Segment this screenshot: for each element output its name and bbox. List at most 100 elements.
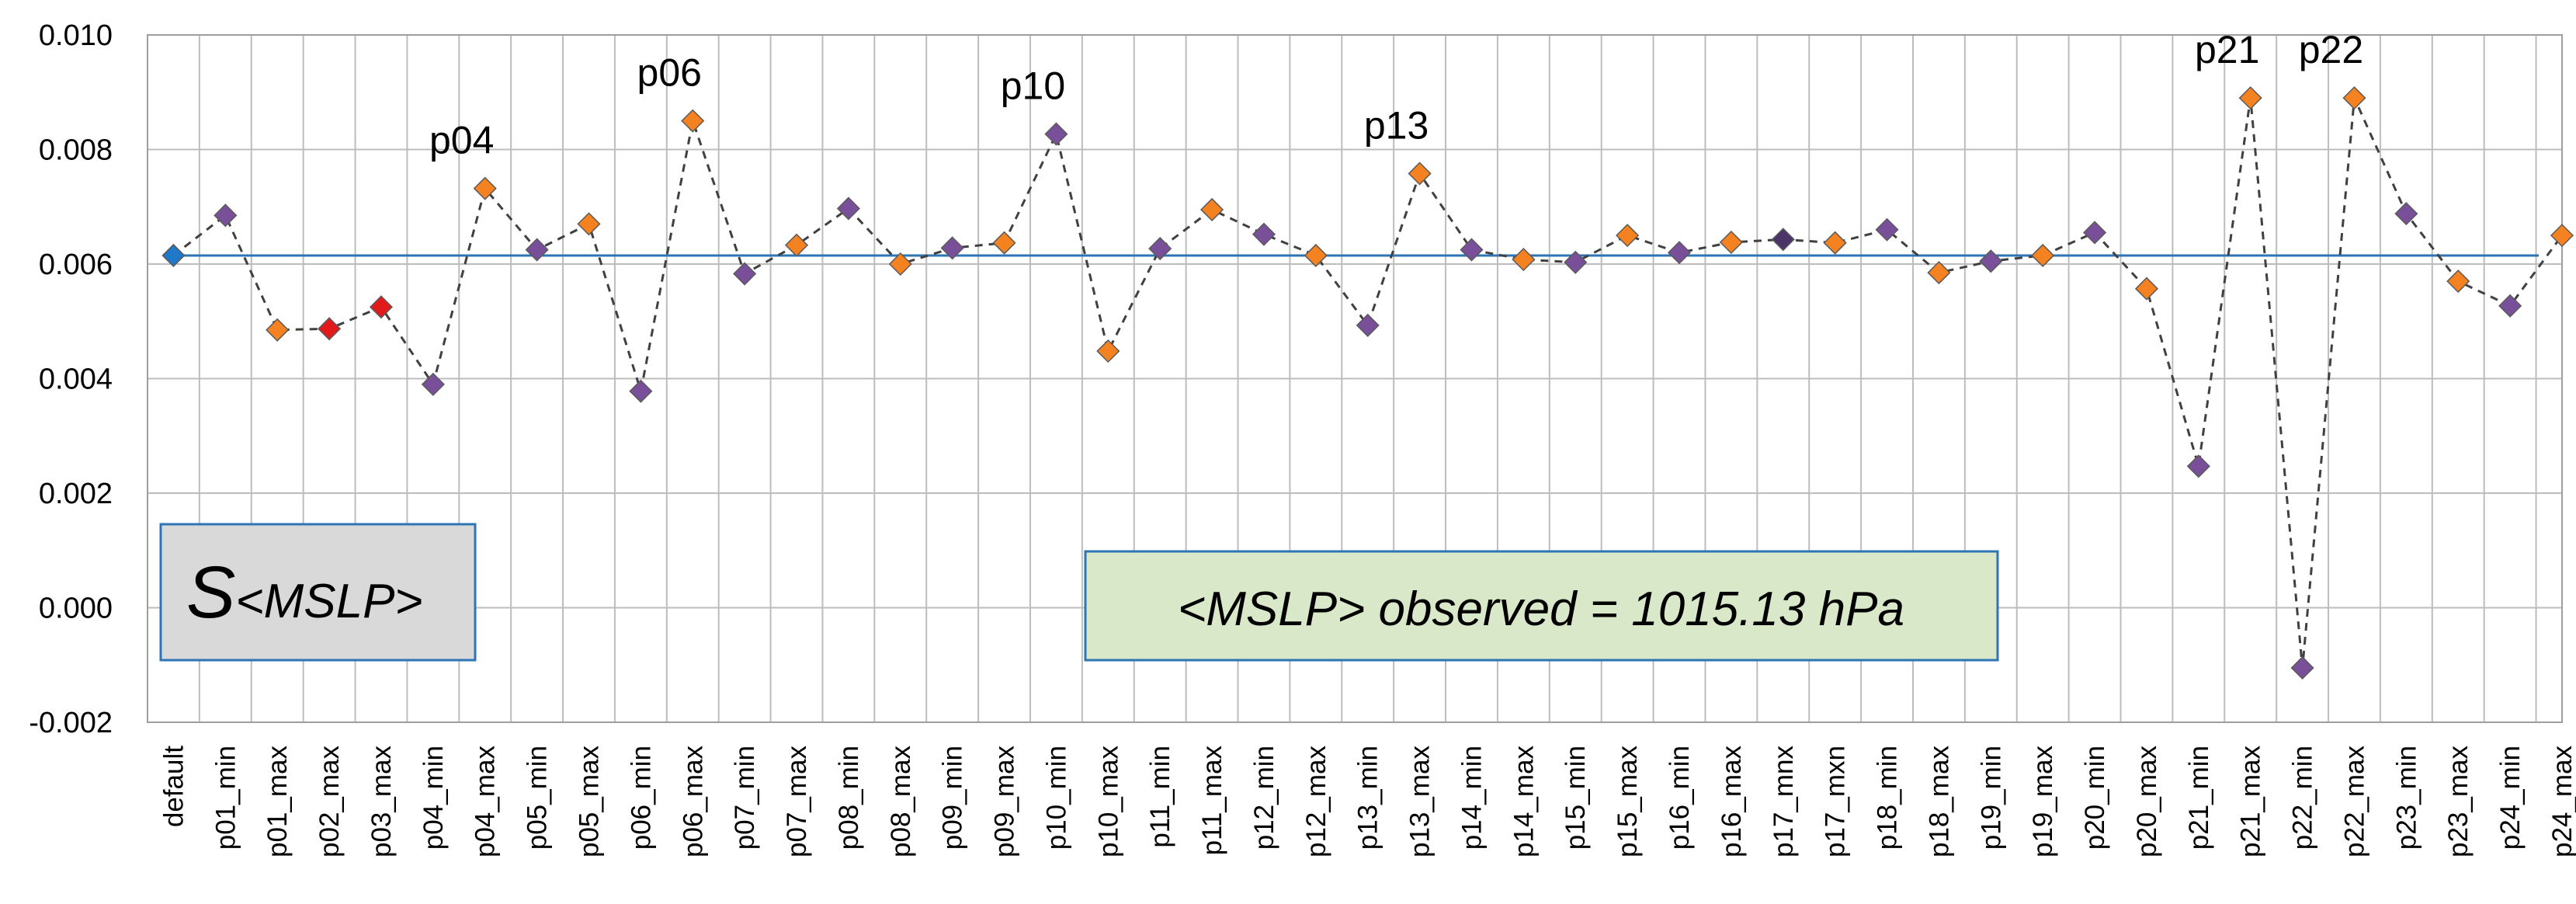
x-tick-label: p17_mnx [1769,746,1799,857]
y-tick-label: 0.004 [39,363,113,396]
x-tick-label: p04_max [470,746,501,857]
data-point-p18_max [1927,261,1951,285]
data-point-p10_min [1044,122,1068,146]
label-box-left-sub: <MSLP> [235,575,422,628]
x-tick-label: p14_max [1508,746,1539,857]
data-point-p23_min [2394,202,2418,226]
x-tick-label: p08_min [834,746,864,850]
x-tick-label: p12_max [1301,746,1331,857]
x-tick-label: p05_min [522,746,553,850]
x-tick-label: p05_max [574,746,604,857]
data-point-p11_max [1200,197,1224,221]
label-box-left-main: S [186,551,235,634]
y-tick-label: 0.000 [39,593,113,625]
data-point-p04_max [473,176,497,200]
plot-frame [147,34,2563,723]
annotation-p22: p22 [2299,28,2363,71]
data-point-p05_max [577,212,601,236]
x-tick-label: p04_min [418,746,449,850]
x-tick-label: p11_max [1197,746,1227,856]
x-tick-label: p11_min [1145,746,1175,848]
x-tick-label: p07_min [730,746,760,850]
data-point-p18_min [1875,217,1899,242]
y-tick-label: -0.002 [29,707,113,739]
x-tick-label: p18_min [1873,746,1903,850]
data-point-p05_min [525,238,549,262]
y-tick-label: 0.006 [39,249,113,281]
x-tick-label: p16_min [1665,746,1695,850]
data-point-p21_min [2186,454,2210,478]
data-point-p08_max [888,252,912,276]
data-point-p16_max [1719,230,1743,255]
series-dashed-line [172,93,2564,669]
data-point-p15_max [1616,224,1640,248]
data-point-p11_min [1148,237,1172,261]
data-point-p14_min [1460,238,1484,262]
data-point-p23_max [2446,269,2470,294]
x-tick-label: p02_max [314,746,345,857]
label-box-left: S<MSLP> [159,523,477,662]
x-tick-label: p10_max [1093,746,1123,857]
y-axis: 0.010 0.008 0.006 0.004 0.002 0.000 -0.002 [29,19,113,739]
x-tick-label: p10_min [1041,746,1071,850]
x-tick-label: p14_min [1456,746,1487,850]
data-point-p17_mxn [1823,231,1847,255]
data-point-p14_max [1512,248,1536,272]
data-point-p02_max [318,317,342,341]
x-tick-label: p07_max [782,746,812,857]
data-point-p20_min [2083,221,2107,245]
annotations: p04 p06 p10 p13 p21 p22 [429,28,2363,162]
data-point-p01_max [266,318,290,342]
data-point-p07_max [784,233,809,257]
data-point-p19_max [2031,243,2055,267]
x-tick-label: p01_min [210,746,241,850]
x-tick-label: p08_max [886,746,916,857]
data-point-p04_min [421,372,445,396]
data-point-p22_max [2342,86,2366,110]
annotation-p10: p10 [1001,64,1065,108]
x-tick-label: p09_max [990,746,1020,857]
data-point-default [161,243,186,267]
x-tick-label: p21_max [2236,746,2266,857]
x-tick-label: p15_max [1613,746,1643,857]
data-point-p13_min [1356,313,1380,337]
y-tick-label: 0.002 [39,478,113,510]
data-point-p06_min [629,379,653,403]
x-axis: default p01_min p01_max p02_max p03_max p04_m… [158,746,2576,857]
x-tick-label: p19_min [1976,746,2006,850]
y-tick-label: 0.010 [39,19,113,52]
x-tick-label: p06_max [678,746,708,857]
x-tick-label: p03_max [366,746,397,857]
data-point-p19_min [1979,249,2003,273]
x-tick-label: p19_max [2028,746,2058,857]
data-point-p09_max [992,231,1016,255]
data-point-p17_mnx [1771,228,1795,252]
x-tick-label: p20_min [2080,746,2110,850]
x-tick-label: p09_min [938,746,968,850]
x-tick-label: p20_max [2132,746,2162,857]
data-point-p12_max [1304,243,1328,267]
data-point-p03_max [369,295,394,319]
x-tick-label: p21_min [2184,746,2214,850]
data-point-p15_min [1564,250,1588,274]
svg-text:S<MSLP>: S<MSLP> [186,551,423,634]
x-tick-label: p06_min [626,746,656,850]
data-points [161,86,2574,680]
data-point-p20_max [2134,276,2159,301]
x-tick-label: p15_min [1561,746,1591,850]
x-tick-label: p12_min [1249,746,1279,850]
label-box-right: <MSLP> observed = 1015.13 hPa [1084,550,1999,662]
data-point-p10_max [1096,339,1120,363]
data-point-p12_min [1252,222,1276,246]
data-point-p21_max [2238,86,2262,110]
x-tick-label: p18_max [1924,746,1954,857]
x-tick-label: p01_max [262,746,293,857]
annotation-p04: p04 [429,119,494,162]
data-point-p22_min [2290,655,2314,680]
y-tick-label: 0.008 [39,134,113,167]
x-tick-label: p16_max [1717,746,1747,857]
data-point-p24_max [2550,224,2574,248]
x-tick-label: p24_max [2547,746,2576,857]
data-point-p08_min [836,196,860,221]
x-tick-label: default [158,746,189,827]
